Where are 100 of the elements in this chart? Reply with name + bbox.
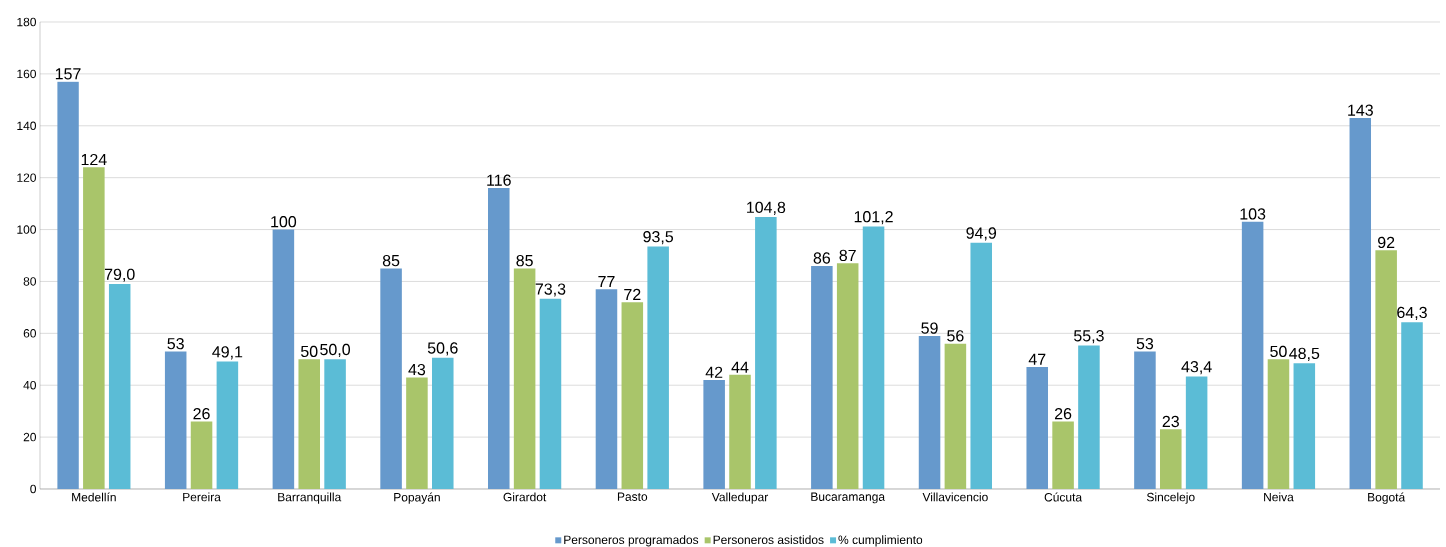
bar	[108, 284, 131, 489]
data-label: 85	[516, 254, 533, 267]
bar	[57, 81, 79, 489]
bar	[1267, 359, 1290, 489]
data-label: 124	[81, 153, 107, 166]
bar	[595, 289, 618, 489]
x-tick-label: Pasto	[617, 492, 648, 501]
bar	[1078, 345, 1100, 489]
bar	[216, 361, 239, 489]
data-label: 53	[1136, 337, 1154, 350]
bar	[918, 335, 941, 489]
data-label: 50,6	[427, 342, 458, 356]
bar	[164, 351, 187, 489]
y-tick-label: 40	[23, 380, 37, 390]
x-tick-label: Sincelejo	[1146, 492, 1195, 504]
data-label: 94,9	[966, 227, 997, 241]
bar	[513, 268, 536, 489]
data-label: 43	[408, 363, 426, 376]
data-label: 26	[1054, 408, 1072, 420]
bar	[380, 268, 402, 489]
data-label: 43,4	[1181, 360, 1212, 375]
data-label: 85	[382, 254, 400, 267]
bar	[1349, 117, 1372, 489]
bar	[862, 226, 885, 489]
bar	[970, 242, 993, 489]
data-label: 47	[1028, 353, 1046, 365]
x-tick-label: Neiva	[1264, 492, 1294, 502]
y-tick-label: 80	[23, 277, 37, 286]
data-label: 59	[921, 322, 938, 334]
x-tick-label: Barranquilla	[278, 492, 342, 504]
y-tick-label: 100	[17, 225, 36, 234]
data-label: 103	[1240, 208, 1266, 220]
data-label: 42	[705, 366, 723, 378]
x-tick-label: Bogotá	[1368, 492, 1406, 504]
x-tick-label: Pereira	[183, 492, 221, 502]
bar	[1160, 429, 1182, 489]
data-label: 26	[193, 408, 210, 420]
bar	[406, 377, 428, 489]
data-label: 93,5	[643, 231, 674, 245]
data-label: 100	[271, 216, 297, 228]
legend-label: % cumplimiento	[838, 535, 923, 547]
bar	[272, 229, 295, 489]
bar	[432, 357, 454, 489]
data-label: 143	[1348, 104, 1373, 116]
x-tick-label: Valledupar	[711, 492, 769, 504]
data-label: 50,0	[320, 343, 351, 358]
x-tick-label: Girardot	[503, 492, 547, 502]
data-label: 23	[1162, 415, 1179, 428]
y-tick-label: 180	[17, 17, 36, 27]
bar	[621, 302, 644, 489]
bar	[944, 343, 967, 489]
bar	[1185, 376, 1208, 489]
bar	[647, 246, 669, 489]
data-label: 86	[813, 252, 831, 264]
data-label: 87	[839, 249, 856, 262]
bar	[1241, 221, 1264, 489]
legend-label: Personeros programados	[564, 535, 699, 547]
data-label: 101,2	[854, 211, 893, 225]
data-label: 44	[731, 361, 749, 373]
bar	[1052, 421, 1074, 489]
y-tick-label: 60	[23, 329, 37, 338]
bar	[703, 380, 725, 489]
data-label: 48,5	[1289, 347, 1320, 361]
bar	[539, 298, 562, 489]
data-label: 92	[1378, 236, 1395, 249]
data-label: 50	[300, 345, 318, 358]
bar	[488, 188, 510, 489]
x-tick-label: Medellín	[72, 492, 116, 502]
data-label: 73,3	[535, 283, 566, 297]
bar	[83, 167, 105, 489]
x-tick-label: Cúcuta	[1044, 492, 1083, 502]
bar	[755, 217, 777, 489]
bar	[324, 359, 346, 489]
bar	[190, 421, 213, 489]
bar	[298, 359, 321, 489]
bar	[1401, 322, 1423, 489]
y-tick-label: 140	[17, 121, 36, 131]
bar	[1134, 351, 1156, 489]
data-label: 50	[1270, 345, 1287, 358]
x-tick-label: Villavicencio	[922, 492, 988, 502]
data-label: 64,3	[1397, 306, 1427, 320]
x-tick-label: Popayán	[394, 492, 440, 504]
data-label: 53	[167, 337, 184, 350]
bar	[836, 263, 859, 489]
bar	[811, 265, 833, 489]
y-tick-label: 0	[30, 484, 37, 494]
data-label: 79,0	[104, 268, 135, 282]
data-label: 55,3	[1074, 330, 1104, 344]
y-tick-label: 160	[17, 69, 36, 79]
bar	[1026, 367, 1049, 489]
data-label: 56	[947, 330, 964, 342]
bar	[729, 374, 751, 489]
data-label: 116	[487, 174, 511, 186]
y-tick-label: 120	[17, 173, 36, 182]
y-tick-label: 20	[23, 432, 37, 442]
bar	[1375, 250, 1397, 489]
data-label: 104,8	[747, 201, 786, 215]
data-label: 77	[598, 276, 615, 288]
x-tick-label: Bucaramanga	[811, 492, 886, 504]
data-label: 72	[624, 288, 641, 300]
